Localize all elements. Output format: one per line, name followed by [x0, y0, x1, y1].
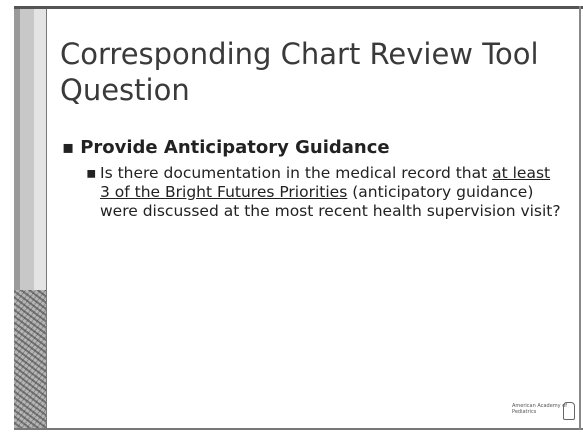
slide-title: Corresponding Chart Review Tool Question [60, 37, 539, 107]
side-line [46, 6, 47, 430]
bullet-dot: ▪ [86, 164, 97, 182]
text: (anticipatory guidance) were discussed a… [100, 183, 561, 220]
logo-text: American Academy of Pediatrics [512, 403, 568, 415]
underlined-text: at least 3 of the Bright Futures Priorit… [100, 164, 551, 201]
frame [14, 6, 583, 9]
frame [14, 428, 583, 430]
text: Is there documentation in the medical re… [100, 164, 493, 182]
frame [579, 6, 581, 430]
sub-bullet: ▪ Is there documentation in the medical r… [86, 164, 562, 221]
logo-icon [563, 402, 575, 420]
side-pattern [14, 290, 46, 430]
bullet: Provide Anticipatory Guidance [62, 137, 389, 158]
